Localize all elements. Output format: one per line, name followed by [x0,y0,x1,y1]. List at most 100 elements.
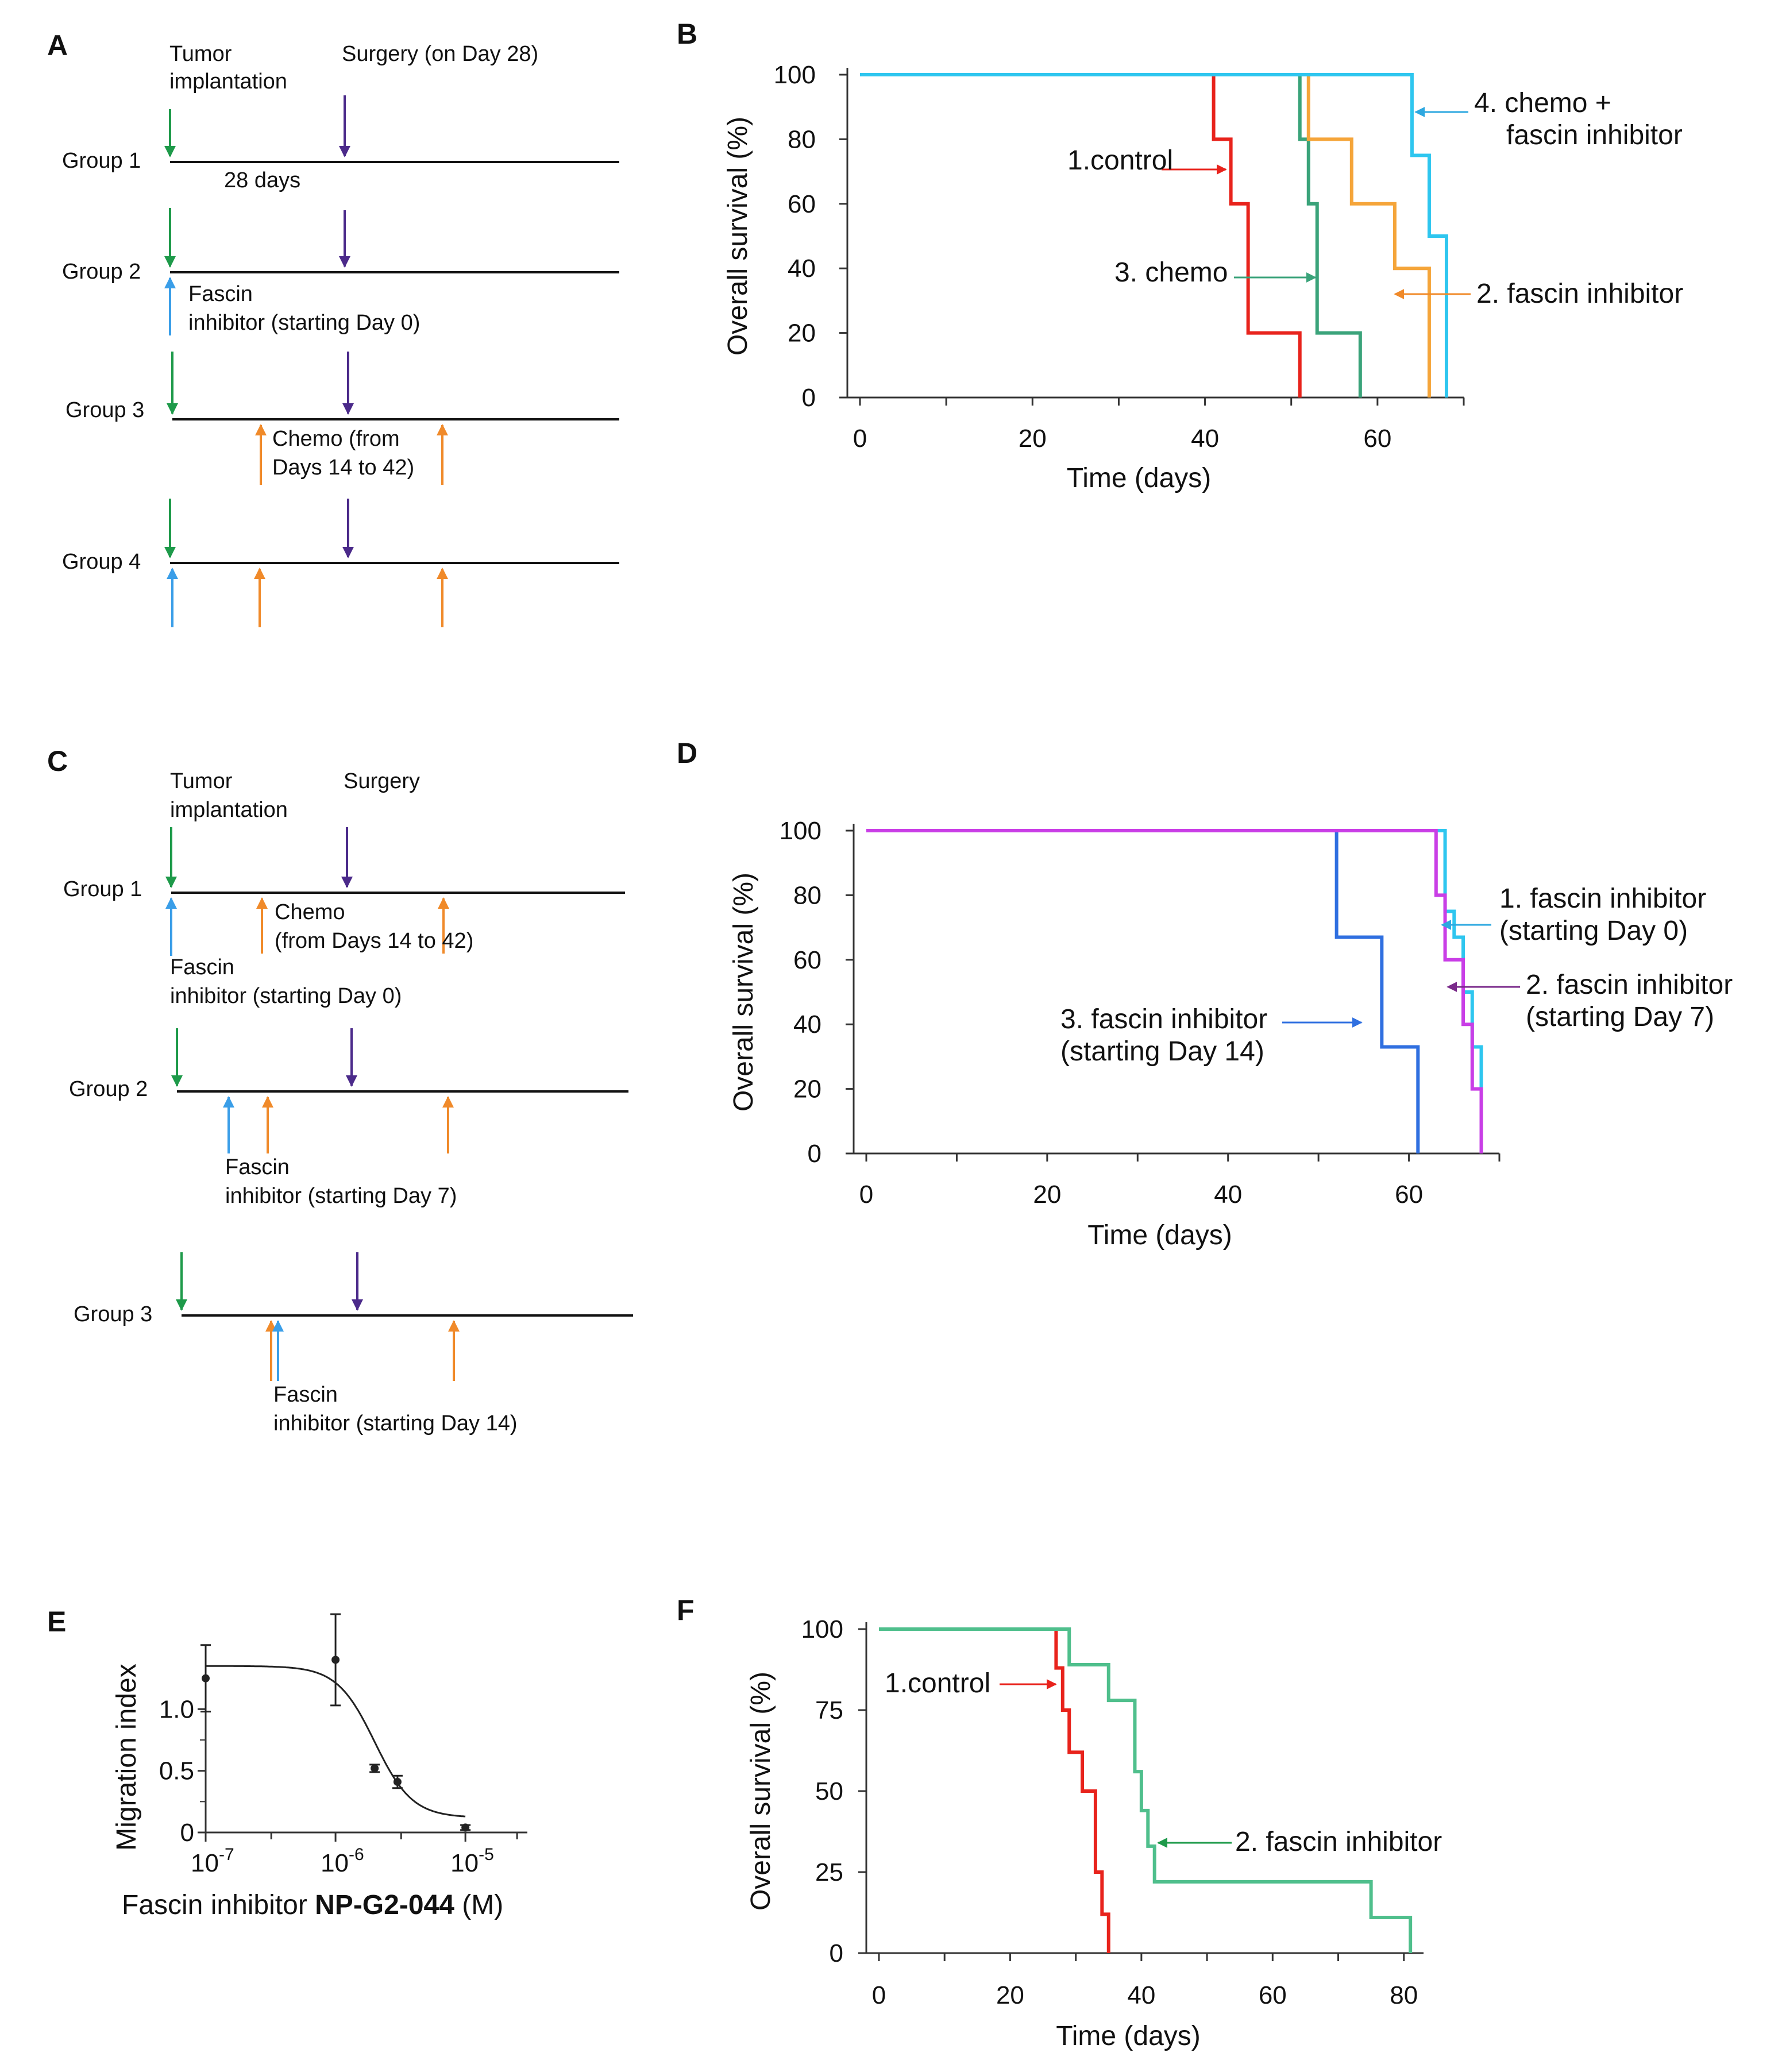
survival-chart-d: 0 20 40 60 0 20 40 60 80 100 Time (days) Overall su… [728,817,1733,1251]
x-tick-label: 20 [1033,1180,1061,1209]
y-tick-label: 60 [788,190,816,218]
x-axis-label: Fascin inhibitor NP-G2-044 (M) [122,1890,503,1920]
group-2-label: Group 2 [62,260,141,284]
data-point [202,1674,210,1683]
x-tick-label: 80 [1390,1981,1418,2009]
survival-curve [866,829,1420,1153]
data-point [461,1823,470,1832]
x-axis-label: Time (days) [1056,2021,1201,2051]
chemo-label-2: (from Days 14 to 42) [275,929,473,953]
y-tick-label: 0 [180,1819,194,1847]
chemo-label: Chemo (from [272,427,400,451]
panel-label-b: B [677,18,697,50]
survival-chart-b: 0 20 40 60 0 20 40 60 80 100 Time (days) Overall su… [723,61,1683,493]
y-tick-label: 100 [780,817,821,845]
y-tick-label: 25 [815,1858,843,1886]
group-2-label: Group 2 [69,1077,148,1101]
panel-label-d: D [677,737,697,769]
x-axis-label: Time (days) [1087,1220,1232,1251]
annotation-label: 2. fascin inhibitor [1526,970,1733,1000]
panel-label-f: F [677,1594,695,1626]
survival-curve [860,73,1362,398]
fascin-label: Fascin [188,282,253,306]
x-tick-label: 10-7 [191,1845,234,1877]
tumor-implantation-label-2: implantation [169,70,287,94]
data-point [331,1656,340,1664]
fascin-label: Fascin [273,1383,338,1407]
annotation-label: 3. fascin inhibitor [1060,1004,1267,1035]
x-tick-label: 0 [853,425,867,453]
y-tick-label: 20 [793,1075,821,1103]
annotation-label: 4. chemo + [1474,88,1611,118]
panel-label-c: C [47,745,68,777]
group-1-label: Group 1 [62,149,141,173]
migration-chart-e: 10-7 10-6 10-5 0 0.5 1.0 Migration index Fascin… [111,1613,527,1920]
x-tick-label: 40 [1214,1180,1242,1209]
y-tick-label: 80 [788,125,816,153]
x-tick-label: 20 [996,1981,1024,2009]
fascin-label-2: inhibitor (starting Day 0) [170,984,402,1008]
x-tick-label: 40 [1191,425,1219,453]
y-axis-label: Migration index [111,1664,142,1851]
panel-c-schedule: Tumor implantation Surgery Group 1 Chemo… [63,769,633,1436]
group-1-label: Group 1 [63,877,142,901]
y-tick-label: 60 [793,946,821,974]
x-tick-label: 60 [1259,1981,1287,2009]
x-tick-label: 40 [1127,1981,1155,2009]
survival-curve [860,73,1448,398]
y-tick-label: 100 [801,1615,843,1643]
y-axis-label: Overall survival (%) [728,873,759,1112]
x-tick-label: 60 [1363,425,1391,453]
fascin-label-2: inhibitor (starting Day 14) [273,1411,518,1436]
annotation-label: (starting Day 14) [1060,1036,1264,1067]
group-4-label: Group 4 [62,550,141,574]
x-axis-label: Time (days) [1067,463,1212,493]
y-tick-label: 80 [793,881,821,909]
x-tick-label: 10-6 [321,1845,364,1877]
surgery-label: Surgery (on Day 28) [342,42,538,66]
annotation-label: fascin inhibitor [1506,120,1683,151]
y-tick-label: 40 [793,1010,821,1039]
panel-label-e: E [47,1606,66,1638]
data-point [371,1764,379,1773]
tumor-implantation-label: Tumor [169,42,232,66]
surgery-label: Surgery [344,769,420,793]
y-axis-label: Overall survival (%) [746,1672,776,1911]
survival-curve [866,829,1483,1153]
tumor-implantation-label: Tumor [170,769,233,793]
fascin-label-2: inhibitor (starting Day 7) [225,1184,457,1208]
survival-curve [860,73,1302,398]
panel-label-a: A [47,29,68,61]
annotation-label: (starting Day 7) [1526,1002,1714,1032]
y-tick-label: 0 [830,1939,843,1967]
annotation-label: 3. chemo [1114,257,1228,288]
y-tick-label: 100 [774,61,816,89]
fascin-label: Fascin [225,1155,290,1179]
chemo-label: Chemo [275,900,345,924]
annotation-label: 1.control [885,1668,990,1699]
x-tick-label: 60 [1395,1180,1423,1209]
x-tick-label: 0 [859,1180,873,1209]
data-point [393,1777,402,1786]
survival-curve [879,1627,1413,1953]
y-tick-label: 20 [788,319,816,348]
survival-chart-f: 0 20 40 60 80 0 25 50 75 100 Time (days) Overall su… [746,1615,1442,2051]
group-3-label: Group 3 [74,1302,152,1326]
x-tick-label: 0 [872,1981,886,2009]
survival-curve [860,73,1431,398]
survival-curve [879,1627,1110,1953]
annotation-label: 1. fascin inhibitor [1499,883,1706,914]
x-tick-label: 10-5 [450,1845,494,1877]
x-tick-label: 20 [1019,425,1047,453]
chemo-label-2: Days 14 to 42) [272,456,414,480]
y-tick-label: 0 [802,384,816,412]
annotation-label: (starting Day 0) [1499,916,1688,946]
panel-a-schedule: Tumor implantation Surgery (on Day 28) G… [62,42,619,627]
annotation-label: 2. fascin inhibitor [1476,279,1683,309]
fascin-label-2: inhibitor (starting Day 0) [188,311,420,335]
annotation-label: 1.control [1067,145,1173,176]
y-tick-label: 40 [788,254,816,283]
days-28-label: 28 days [224,168,300,192]
y-tick-label: 0.5 [159,1757,194,1785]
